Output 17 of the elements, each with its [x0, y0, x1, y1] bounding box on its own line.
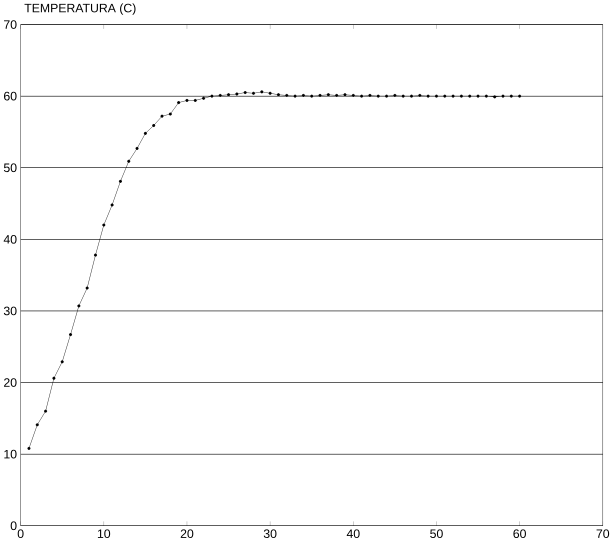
- y-tick-label: 40: [4, 234, 17, 244]
- x-tick-label: 10: [98, 529, 110, 538]
- x-tick-label: 50: [430, 529, 443, 538]
- x-tick-label: 30: [264, 529, 276, 538]
- x-tick-label: 20: [180, 529, 194, 538]
- y-tick-label: 30: [4, 306, 17, 316]
- y-tick-label: 20: [4, 378, 17, 387]
- y-tick-label: 60: [4, 92, 17, 100]
- x-tick-label: 40: [346, 529, 360, 538]
- x-tick-label: 0: [18, 529, 24, 538]
- y-tick-label: 70: [4, 20, 17, 29]
- y-tick-label: 50: [4, 163, 17, 172]
- y-axis-title: TEMPERATURA (C): [24, 3, 136, 15]
- y-tick-label: 0: [10, 521, 17, 530]
- y-tick-label: 10: [4, 450, 17, 458]
- x-tick-label: 60: [513, 529, 526, 538]
- x-tick-label: 70: [596, 529, 610, 538]
